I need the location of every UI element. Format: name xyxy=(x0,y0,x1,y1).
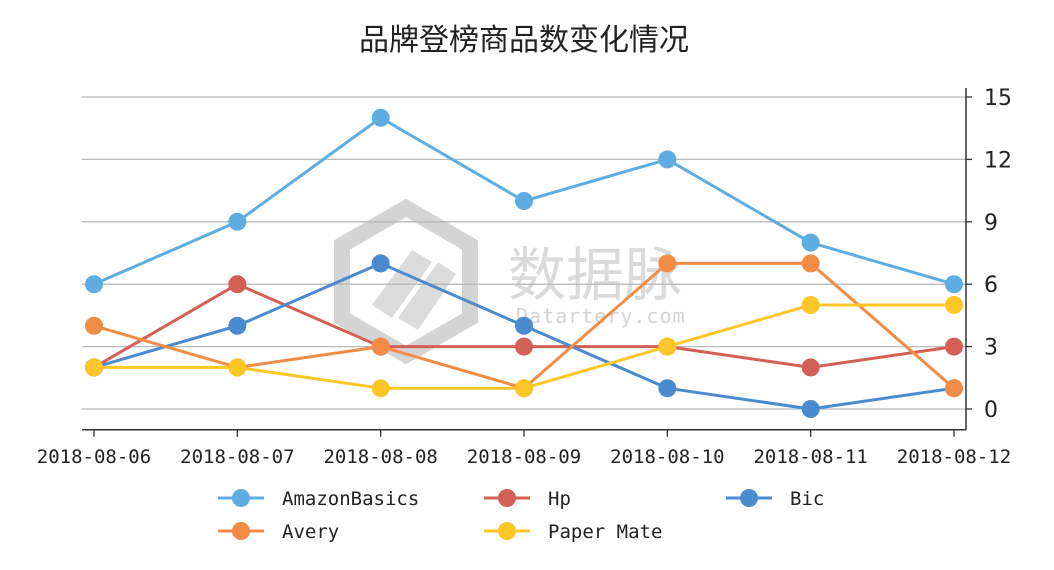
legend: AmazonBasics Hp Bic Avery Paper Mate xyxy=(218,488,824,543)
data-point-bic xyxy=(801,400,820,418)
axes: 0 3 6 9 12 15 2018-08-06 2018-08-07 2018-08-08 20… xyxy=(37,86,1012,468)
y-tick-label: 6 xyxy=(984,273,998,298)
x-tick-label: 2018-08-10 xyxy=(610,446,724,468)
legend-label: Avery xyxy=(282,521,339,543)
data-point-paper-mate xyxy=(228,358,247,377)
data-point-hp xyxy=(228,275,247,294)
legend-item-avery: Avery xyxy=(218,521,339,543)
x-tick-label: 2018-08-07 xyxy=(180,446,294,468)
data-point-paper-mate xyxy=(371,379,390,398)
watermark: 数据脉 Datartery.com xyxy=(334,198,686,365)
y-tick-label: 12 xyxy=(984,148,1012,173)
data-point-amazonbasics xyxy=(228,212,247,231)
data-point-hp xyxy=(515,337,533,356)
x-tick-label: 2018-08-08 xyxy=(323,446,437,468)
data-point-bic xyxy=(515,316,533,335)
data-point-avery xyxy=(658,254,677,273)
legend-item-hp: Hp xyxy=(484,488,571,510)
legend-swatch-marker xyxy=(740,489,758,507)
data-point-amazonbasics xyxy=(371,108,390,127)
legend-item-amazonbasics: AmazonBasics xyxy=(218,488,419,510)
data-point-paper-mate xyxy=(85,358,103,377)
data-point-bic xyxy=(371,254,390,273)
data-point-avery xyxy=(371,337,390,356)
x-tick-label: 2018-08-11 xyxy=(753,446,867,468)
data-point-paper-mate xyxy=(658,337,677,356)
y-tick-label: 15 xyxy=(984,86,1012,111)
data-point-amazonbasics xyxy=(945,275,963,294)
x-tick-label: 2018-08-12 xyxy=(897,446,1011,468)
legend-label: Hp xyxy=(548,488,571,510)
data-point-amazonbasics xyxy=(658,150,677,169)
legend-item-bic: Bic xyxy=(726,488,824,510)
legend-label: AmazonBasics xyxy=(282,488,419,510)
legend-label: Bic xyxy=(790,488,824,510)
data-point-amazonbasics xyxy=(801,233,820,252)
legend-swatch-marker xyxy=(232,489,250,507)
legend-swatch-marker xyxy=(498,522,516,540)
series-layer xyxy=(85,108,963,418)
series-paper-mate xyxy=(85,296,963,398)
x-tick-label: 2018-08-09 xyxy=(467,446,581,468)
watermark-logo-icon xyxy=(334,198,478,365)
grid xyxy=(82,96,966,410)
y-tick-label: 3 xyxy=(984,336,998,361)
legend-swatch-marker xyxy=(232,522,250,540)
chart-title: 品牌登榜商品数变化情况 xyxy=(359,23,689,58)
data-point-hp xyxy=(801,358,820,377)
watermark-subtext: Datartery.com xyxy=(516,304,686,328)
data-point-paper-mate xyxy=(801,296,820,314)
legend-label: Paper Mate xyxy=(548,521,662,543)
y-tick-label: 0 xyxy=(984,398,998,423)
data-point-amazonbasics xyxy=(85,275,103,294)
data-point-amazonbasics xyxy=(515,192,533,210)
data-point-bic xyxy=(228,316,247,335)
data-point-bic xyxy=(658,379,677,398)
data-point-avery xyxy=(801,254,820,273)
legend-item-paper-mate: Paper Mate xyxy=(484,521,662,543)
data-point-paper-mate xyxy=(515,379,533,398)
data-point-avery xyxy=(945,379,963,398)
legend-swatch-marker xyxy=(498,489,516,507)
data-point-paper-mate xyxy=(945,296,963,314)
series-amazonbasics xyxy=(85,108,963,294)
data-point-avery xyxy=(85,316,103,335)
x-tick-label: 2018-08-06 xyxy=(37,446,151,468)
data-point-hp xyxy=(945,337,963,356)
y-tick-label: 9 xyxy=(984,211,998,236)
